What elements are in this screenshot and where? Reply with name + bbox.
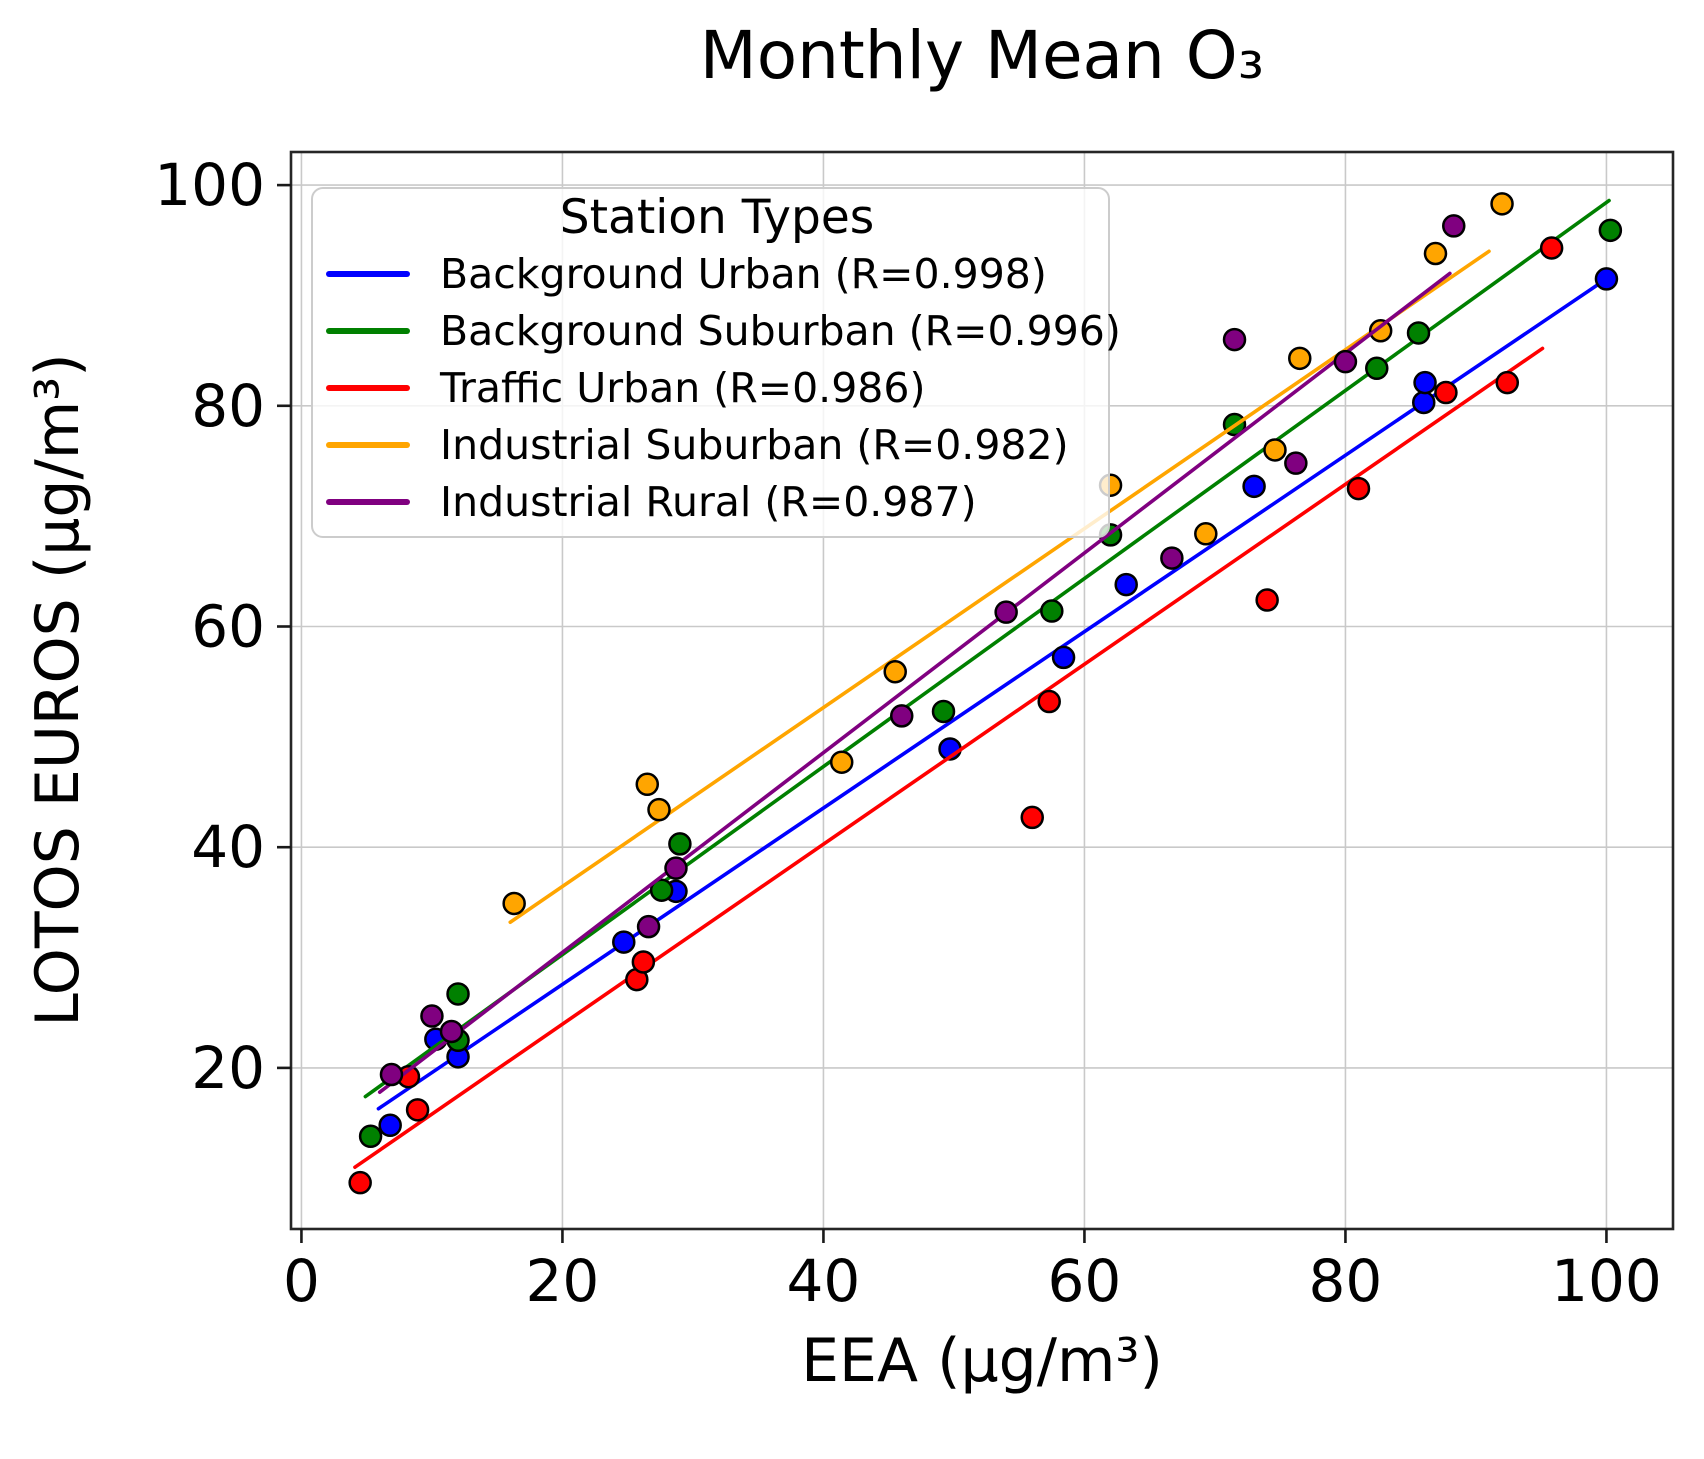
data-point [1263, 438, 1287, 462]
x-tick-label: 0 [283, 1247, 320, 1315]
data-point [1413, 370, 1437, 395]
data-point [612, 930, 636, 954]
data-point [1194, 522, 1218, 546]
y-tick-label: 40 [191, 813, 265, 881]
data-point [1114, 572, 1138, 597]
data-point [1288, 346, 1312, 371]
data-point [1040, 599, 1064, 623]
legend-line-sample [326, 498, 410, 505]
legend-line-sample [326, 270, 410, 277]
y-tick-label: 100 [154, 151, 265, 219]
plot-area: 0 20 40 60 80 100 20 40 60 80 100 [154, 150, 1675, 1315]
x-tick-label: 100 [1551, 1247, 1662, 1315]
data-point [1368, 319, 1393, 343]
data-point [1242, 474, 1266, 499]
data-point [631, 950, 656, 974]
y-tick-label: 20 [191, 1034, 265, 1102]
data-point [889, 704, 914, 728]
legend-line-sample [326, 327, 410, 334]
data-point [1284, 451, 1308, 475]
legend-title: Station Types [559, 190, 875, 245]
data-point [439, 1019, 464, 1044]
legend-row: Industrial Rural (R=0.987) [326, 473, 1108, 530]
x-tick-label: 40 [787, 1247, 861, 1315]
data-point [1160, 546, 1184, 570]
data-point [1222, 327, 1247, 352]
legend-row: Industrial Suburban (R=0.982) [326, 416, 1108, 473]
trend-line-background-suburban [363, 198, 1611, 1099]
legend: Station Types Background Urban (R=0.998)… [311, 187, 1121, 538]
trend-line-background-urban [376, 277, 1609, 1111]
data-point [1539, 236, 1564, 260]
data-point [664, 856, 688, 880]
data-point [636, 914, 661, 939]
legend-row: Background Urban (R=0.998) [326, 245, 1108, 302]
data-point [420, 1004, 444, 1028]
trend-line-industrial-rural [377, 271, 1452, 1094]
data-point [1411, 390, 1436, 415]
y-axis-label: LOTOS EUROS (µg/m³) [23, 353, 93, 1027]
legend-item-label: Traffic Urban (R=0.986) [440, 363, 926, 412]
legend-row: Background Suburban (R=0.996) [326, 302, 1121, 359]
data-point [668, 832, 692, 856]
y-tick-label: 80 [191, 372, 265, 440]
data-point [378, 1113, 402, 1138]
data-point [829, 750, 854, 774]
legend-item-label: Industrial Suburban (R=0.982) [440, 420, 1069, 469]
trend-line-industrial-suburban [508, 249, 1491, 925]
legend-line-sample [326, 441, 410, 448]
data-point [405, 1098, 430, 1122]
data-point [1423, 241, 1448, 266]
data-point [1442, 214, 1466, 238]
chart-title: Monthly Mean O₃ [699, 17, 1265, 94]
legend-item-label: Industrial Rural (R=0.987) [440, 477, 977, 526]
trend-line-traffic-urban [353, 346, 1545, 1170]
data-point [1594, 267, 1619, 291]
data-point [1333, 349, 1358, 374]
data-point [635, 772, 660, 797]
x-tick-label: 80 [1309, 1247, 1383, 1315]
legend-item-label: Background Urban (R=0.998) [440, 249, 1047, 298]
y-tick-label: 60 [191, 592, 265, 660]
data-point [883, 659, 907, 684]
data-point [1598, 218, 1623, 243]
x-tick-label: 20 [526, 1247, 600, 1315]
axis-ticks: 0 20 40 60 80 100 20 40 60 80 100 [154, 151, 1662, 1315]
legend-items: Background Urban (R=0.998) Background Su… [326, 245, 1121, 530]
legend-row: Traffic Urban (R=0.986) [326, 359, 1108, 416]
data-point [1365, 356, 1389, 381]
data-point [1490, 192, 1514, 216]
data-point [502, 891, 526, 916]
data-point [1051, 645, 1076, 670]
data-point [348, 1170, 372, 1195]
series-industrial-rural [377, 214, 1466, 1094]
data-point [647, 797, 671, 822]
data-point [1255, 588, 1279, 612]
legend-line-sample [326, 384, 410, 391]
data-point [931, 699, 956, 724]
plot-border [289, 150, 1675, 1231]
series-traffic-urban [348, 236, 1564, 1195]
x-axis-label: EEA (µg/m³) [801, 1326, 1163, 1396]
data-point [1495, 370, 1520, 395]
data-point [1346, 476, 1371, 501]
data-point [446, 982, 470, 1006]
data-point [649, 878, 674, 902]
data-point [1406, 321, 1431, 345]
data-point [1434, 380, 1458, 405]
legend-item-label: Background Suburban (R=0.996) [440, 306, 1121, 355]
x-tick-label: 60 [1048, 1247, 1122, 1315]
data-point [1020, 805, 1044, 830]
data-point [379, 1062, 404, 1087]
data-point [994, 600, 1018, 624]
data-point [358, 1124, 383, 1149]
data-point [1037, 689, 1061, 714]
